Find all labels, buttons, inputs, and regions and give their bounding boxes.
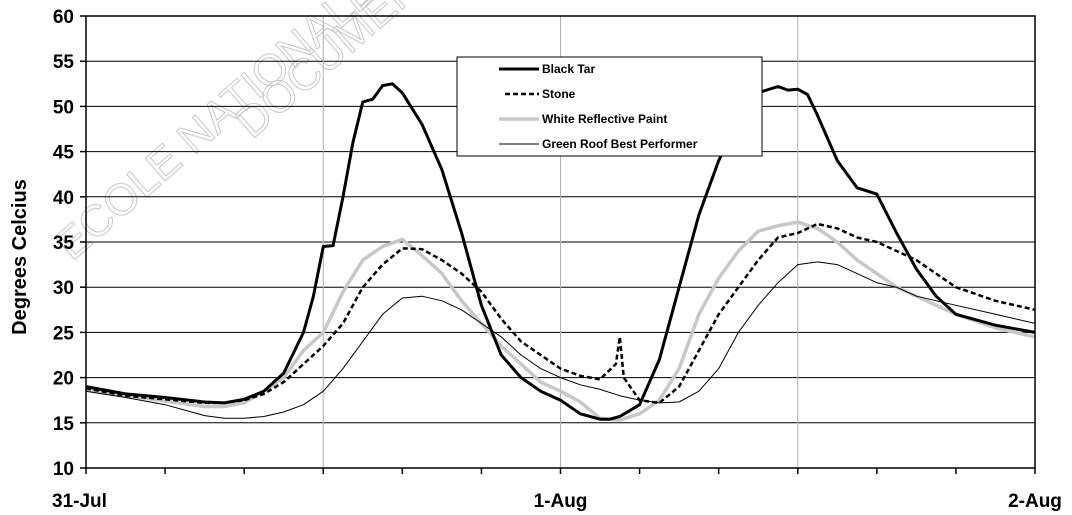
- plot-area-frame: [85, 15, 1036, 469]
- y-tick-label: 35: [53, 233, 75, 254]
- axes: [80, 15, 1036, 474]
- series-line-green-roof-best-performer: [85, 261, 1036, 419]
- series-lines: [85, 82, 1036, 422]
- y-tick-label: 25: [53, 323, 75, 344]
- legend-label-white-reflective-paint: White Reflective Paint: [542, 112, 667, 126]
- x-tick-label: 1-Aug: [534, 491, 588, 512]
- tick-labels: 10 15 20 25 30 35 40 45 50 55 60 31-Jul 1-Aug 2-Aug: [52, 7, 1062, 512]
- y-axis-label: Degrees Celcius: [9, 179, 31, 335]
- series-line-stone: [85, 222, 1036, 405]
- y-tick-label: 20: [53, 369, 74, 390]
- legend: Black Tar Stone White Reflective Paint Gree…: [456, 56, 763, 157]
- y-tick-label: 60: [53, 7, 74, 28]
- y-tick-label: 30: [53, 278, 74, 299]
- legend-box: [456, 56, 763, 157]
- series-line-white-reflective-paint: [85, 220, 1036, 422]
- y-tick-label: 55: [53, 52, 75, 73]
- legend-label-stone: Stone: [542, 87, 576, 101]
- y-tick-label: 10: [53, 459, 74, 480]
- legend-label-green-roof-best-performer: Green Roof Best Performer: [542, 137, 698, 151]
- series-line-black-tar: [85, 82, 1036, 421]
- y-tick-label: 40: [53, 188, 74, 209]
- x-tick-label: 31-Jul: [52, 491, 107, 512]
- legend-label-black-tar: Black Tar: [542, 62, 595, 76]
- y-tick-label: 15: [53, 414, 75, 435]
- x-tick-label: 2-Aug: [1008, 491, 1062, 512]
- y-tick-label: 45: [53, 143, 75, 164]
- y-tick-label: 50: [53, 97, 74, 118]
- watermark: ECOLE NATIONALE DOCUMENT: [46, 0, 451, 270]
